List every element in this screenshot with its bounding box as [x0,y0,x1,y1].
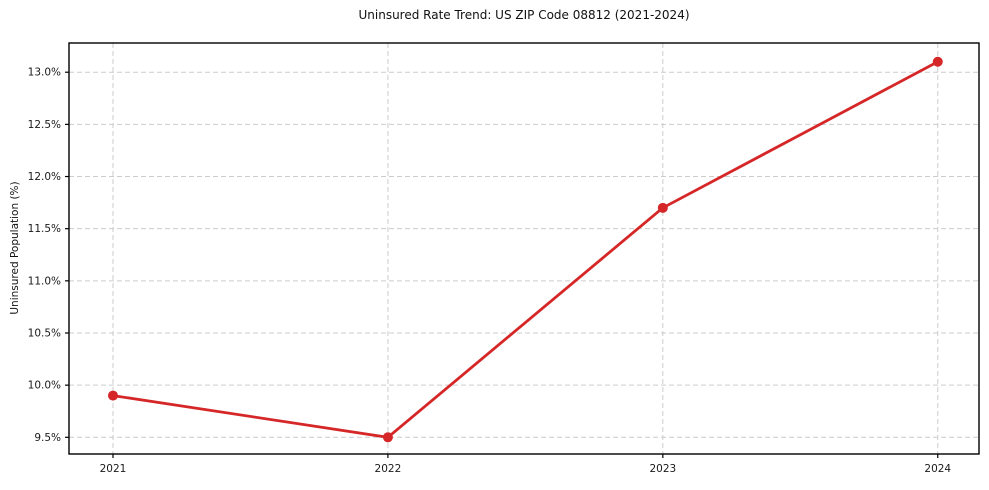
y-tick-label: 9.5% [34,432,61,444]
y-tick-label: 11.0% [28,275,61,287]
data-point [657,202,668,213]
data-point [382,432,393,443]
y-tick-label: 12.5% [28,119,61,131]
data-point [932,56,943,67]
y-tick-label: 13.0% [28,67,61,79]
plot-border [68,42,980,455]
trend-line [111,60,940,439]
x-tick-label: 2023 [649,463,676,475]
data-point [107,390,118,401]
y-tick-label: 11.5% [28,223,61,235]
chart-title: Uninsured Rate Trend: US ZIP Code 08812 … [358,8,690,22]
y-tick-label: 12.0% [28,171,61,183]
x-tick-label: 2022 [375,463,402,475]
x-tick-label: 2021 [100,463,127,475]
y-tick-label: 10.5% [28,327,61,339]
x-tick-label: 2024 [924,463,951,475]
y-tick-label: 10.0% [28,380,61,392]
